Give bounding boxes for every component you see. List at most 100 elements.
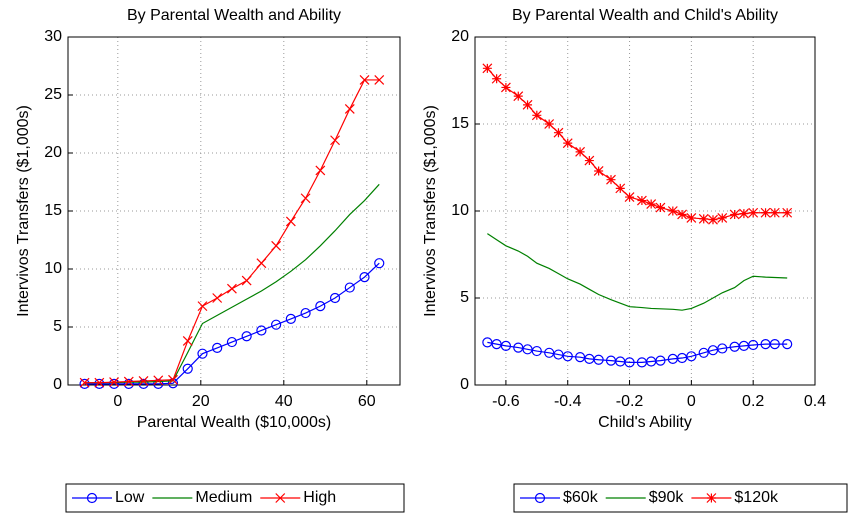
point [241, 331, 252, 342]
line [487, 233, 788, 311]
point [782, 339, 793, 350]
y-tick-label: 0 [53, 376, 62, 393]
point [271, 240, 282, 251]
x-tick-label: 0 [113, 393, 122, 410]
point [197, 301, 208, 312]
point [738, 208, 749, 219]
point [686, 351, 697, 362]
x-tick-label: -0.2 [616, 393, 644, 410]
point [359, 74, 370, 85]
x-tick-label: -0.6 [492, 393, 520, 410]
point [667, 206, 678, 216]
point [226, 336, 238, 348]
legend-box [513, 483, 848, 513]
series [79, 74, 385, 388]
point [769, 207, 780, 218]
y-tick-label: 0 [460, 376, 469, 393]
point [138, 378, 149, 389]
x-tick-label: -0.4 [554, 393, 582, 410]
point [531, 110, 542, 121]
series [482, 63, 793, 225]
point [624, 192, 635, 203]
point [212, 293, 223, 303]
legend-marker [86, 492, 98, 504]
point [615, 183, 626, 194]
y-tick-label: 5 [53, 318, 62, 335]
point [197, 348, 208, 359]
point [729, 209, 740, 220]
legend-box [65, 483, 405, 513]
point [256, 258, 267, 269]
point [686, 213, 697, 223]
point [212, 342, 223, 353]
y-axis-label: Intervivos Transfers ($1,000s) [422, 105, 439, 317]
point [330, 135, 340, 146]
series [487, 233, 788, 311]
legend-label: High [303, 489, 336, 506]
legend-label: $90k [649, 489, 685, 506]
series [79, 258, 385, 389]
point [108, 378, 120, 389]
y-tick-label: 20 [44, 144, 62, 161]
point [553, 127, 564, 138]
point [717, 213, 728, 223]
point [562, 138, 573, 149]
x-tick-label: 20 [192, 393, 210, 410]
x-tick-label: 40 [275, 393, 293, 410]
point [315, 165, 326, 176]
chart-title: By Parental Wealth and Child's Ability [512, 7, 778, 24]
y-tick-label: 5 [460, 289, 469, 306]
point [513, 91, 524, 102]
point [359, 272, 370, 283]
point [562, 351, 573, 362]
point [522, 99, 533, 110]
series [482, 337, 793, 368]
point [584, 155, 595, 166]
x-tick-label: 60 [358, 393, 376, 410]
point [677, 209, 688, 220]
legend-label: $60k [563, 489, 599, 506]
point [168, 374, 178, 385]
point [153, 378, 164, 389]
point [531, 345, 542, 357]
point [227, 283, 237, 294]
point [315, 301, 326, 312]
point [782, 207, 793, 218]
legend-marker [706, 493, 717, 503]
point [760, 207, 771, 218]
point [500, 82, 511, 93]
point [708, 214, 718, 225]
point [153, 375, 164, 386]
x-tick-label: 0.4 [804, 393, 826, 410]
point [79, 377, 90, 388]
x-tick-label: 0.2 [742, 393, 764, 410]
axes-box [67, 36, 401, 386]
point [646, 199, 657, 209]
y-tick-label: 30 [44, 28, 62, 45]
point [698, 347, 709, 358]
point [655, 202, 666, 213]
point [300, 307, 311, 319]
point [300, 193, 311, 204]
legend-label: Low [115, 489, 145, 506]
axes-box [474, 36, 816, 386]
point [123, 376, 134, 387]
point [575, 146, 586, 157]
x-axis-label: Parental Wealth ($10,000s) [137, 414, 331, 431]
y-tick-label: 20 [451, 28, 469, 45]
point [344, 282, 355, 293]
point [748, 207, 759, 218]
x-axis-label: Child's Ability [598, 414, 692, 431]
series [84, 183, 380, 384]
legend-marker [275, 493, 286, 503]
point [748, 339, 759, 351]
point [109, 377, 119, 388]
point [593, 166, 604, 176]
y-tick-label: 15 [451, 115, 469, 132]
line [84, 183, 380, 384]
point [285, 216, 296, 227]
point [624, 357, 635, 368]
point [285, 313, 296, 324]
line [487, 341, 788, 363]
